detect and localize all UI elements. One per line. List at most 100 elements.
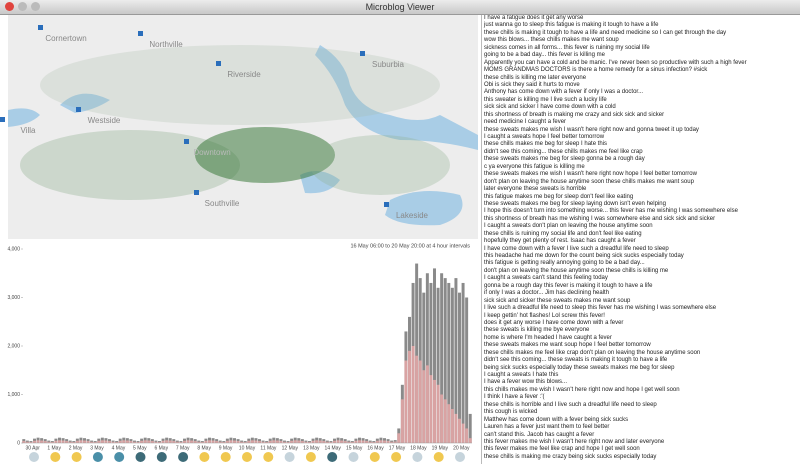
filter-icon[interactable]: [178, 452, 189, 462]
data-cluster: [195, 127, 335, 183]
message[interactable]: these chills is making me crazy being si…: [484, 453, 657, 460]
message[interactable]: these sweats is killing me bye everyone: [484, 327, 590, 334]
message[interactable]: Obi is sick they said it hurts to move: [484, 81, 580, 88]
message[interactable]: these chills makes me beg for sleep I ha…: [484, 141, 608, 148]
message[interactable]: hopefully they get plenty of rest. Isaac…: [484, 238, 636, 245]
message[interactable]: Lauren has a fever just want them to fee…: [484, 424, 610, 431]
message[interactable]: didn't see this coming... these chills m…: [484, 148, 643, 155]
message[interactable]: does it get any worse I have come down w…: [484, 319, 624, 326]
message[interactable]: these chills is killing me later everyon…: [484, 74, 587, 81]
bar: [365, 441, 369, 443]
filter-icon[interactable]: [220, 452, 231, 462]
place-label: Westside: [88, 116, 121, 125]
message[interactable]: later everyone these sweats is horrible: [484, 186, 587, 193]
filter-icon[interactable]: [263, 452, 274, 462]
message[interactable]: this shortness of breath is making me cr…: [484, 111, 665, 118]
data-cloud: [40, 45, 440, 125]
bar: [454, 278, 458, 443]
filter-icon[interactable]: [327, 452, 338, 462]
filter-icon[interactable]: [412, 452, 423, 462]
message[interactable]: these sweats makes me wish I wasn't here…: [484, 126, 699, 133]
message[interactable]: these sweats makes me want soup hope I f…: [484, 342, 651, 349]
x-tick-label: 6 May: [154, 445, 168, 451]
main-panel: 16 May 06:00 to 20 May 20:00 at 4 hour i…: [0, 15, 478, 464]
message[interactable]: don't plan on leaving the house anytime …: [484, 267, 669, 274]
filter-icon[interactable]: [156, 452, 167, 462]
bar: [97, 440, 101, 443]
message[interactable]: if only I was a doctor... Jim has declin…: [484, 290, 610, 297]
message[interactable]: I caught a sweats can't stand this feeli…: [484, 275, 608, 282]
message-list: I have a fatigue does it get any worse ju…: [481, 15, 800, 464]
message[interactable]: these chills is horrible and I live such…: [484, 401, 657, 408]
message[interactable]: Apparently you can have a cold and be ma…: [484, 59, 747, 66]
filter-icon[interactable]: [50, 452, 61, 462]
minimize-button[interactable]: [18, 2, 27, 11]
filter-icon[interactable]: [199, 452, 210, 462]
message[interactable]: these chills is ruining my social life a…: [484, 230, 642, 237]
message[interactable]: I have come down with a fever I live suc…: [484, 245, 669, 252]
map-marker: [76, 107, 81, 112]
filter-icon[interactable]: [433, 452, 444, 462]
message[interactable]: sick sick and sicker these sweats makes …: [484, 297, 631, 304]
message[interactable]: I hope this doesn't turn into something …: [484, 208, 738, 215]
message[interactable]: c ya everyone this fatigue is killing me: [484, 163, 585, 170]
message[interactable]: I caught a sweats don't plan on leaving …: [484, 223, 653, 230]
message[interactable]: this chills makes me wish I wasn't here …: [484, 386, 680, 393]
message[interactable]: I live such a dreadful life need to slee…: [484, 305, 717, 312]
bar: [211, 440, 215, 443]
message[interactable]: this fatigue is getting really annoying …: [484, 260, 645, 267]
message[interactable]: this cough is wicked: [484, 409, 538, 416]
filter-icon[interactable]: [29, 452, 39, 462]
filter-icon[interactable]: [455, 452, 465, 462]
message[interactable]: this headache had me down for the count …: [484, 253, 684, 259]
filter-icon[interactable]: [284, 452, 295, 462]
message[interactable]: this fatigue makes me beg for sleep don'…: [484, 193, 634, 200]
message[interactable]: this fever makes me wish I wasn't here r…: [484, 438, 665, 445]
message[interactable]: these chills is making it tough to have …: [484, 29, 727, 36]
message[interactable]: I think I have a fever :'(: [484, 394, 545, 401]
filter-icon[interactable]: [305, 452, 316, 462]
message[interactable]: sick sick and sicker I have come down wi…: [484, 104, 616, 111]
message[interactable]: being sick sucks especially today these …: [484, 364, 675, 371]
message[interactable]: this shortness of breath has me wishing …: [484, 215, 716, 222]
message[interactable]: don't plan on leaving the house anytime …: [484, 178, 694, 185]
message[interactable]: need medicine I caught a fever: [484, 119, 567, 126]
filter-icon[interactable]: [242, 452, 252, 462]
message[interactable]: gonna be a rough day this fever is makin…: [484, 282, 653, 289]
message[interactable]: Matthew has come down with a fever being…: [484, 416, 629, 423]
message[interactable]: Anthony has come down with a fever if on…: [484, 89, 644, 96]
filter-icon[interactable]: [71, 452, 82, 462]
message[interactable]: I caught a sweats hope I feel better tom…: [484, 134, 605, 140]
message[interactable]: these chills makes me feel like crap don…: [484, 349, 701, 356]
bar: [465, 297, 469, 443]
filter-icon[interactable]: [348, 452, 359, 462]
message[interactable]: I have a fatigue does it get any worse: [484, 15, 584, 21]
message[interactable]: these sweats makes me wish I wasn't here…: [484, 171, 697, 178]
message[interactable]: I have a fever wow this blows...: [484, 379, 568, 386]
bar: [136, 442, 140, 443]
x-tick-label: 9 May: [219, 445, 233, 451]
message[interactable]: these sweats makes me beg for sleep gonn…: [484, 156, 645, 163]
message[interactable]: these sweats makes me beg for sleep layi…: [484, 200, 666, 207]
message[interactable]: going to be a bad day... this fever is k…: [484, 52, 605, 59]
message[interactable]: this fever makes me feel like crap and h…: [484, 446, 640, 453]
filter-icon[interactable]: [92, 452, 103, 462]
filter-icon[interactable]: [369, 452, 380, 462]
message[interactable]: just wanna go to sleep this fatigue is m…: [484, 22, 659, 29]
message[interactable]: can't stand this. Jacob has caught a fev…: [484, 431, 595, 438]
message[interactable]: wow this blows... these chills makes me …: [484, 37, 619, 44]
filter-icon[interactable]: [114, 452, 125, 462]
zoom-button[interactable]: [31, 2, 40, 11]
message[interactable]: I keep gettin' hot flashes! Lol screw th…: [484, 312, 605, 319]
message[interactable]: sickness comes in all forms... this feve…: [484, 44, 650, 51]
bar: [86, 441, 90, 443]
message[interactable]: didn't see this coming... these sweats i…: [484, 357, 668, 364]
filter-icon[interactable]: [391, 452, 402, 462]
message[interactable]: this sweater is killing me I live such a…: [484, 96, 607, 103]
message[interactable]: home is where I'm headed I have caught a…: [484, 334, 612, 341]
bar: [236, 441, 240, 443]
message[interactable]: MOMS GRANDMAS DOCTORS is there a home re…: [484, 67, 708, 74]
filter-icon[interactable]: [135, 452, 146, 462]
close-button[interactable]: [5, 2, 14, 11]
message[interactable]: I caught a sweats I hate this: [484, 372, 559, 378]
